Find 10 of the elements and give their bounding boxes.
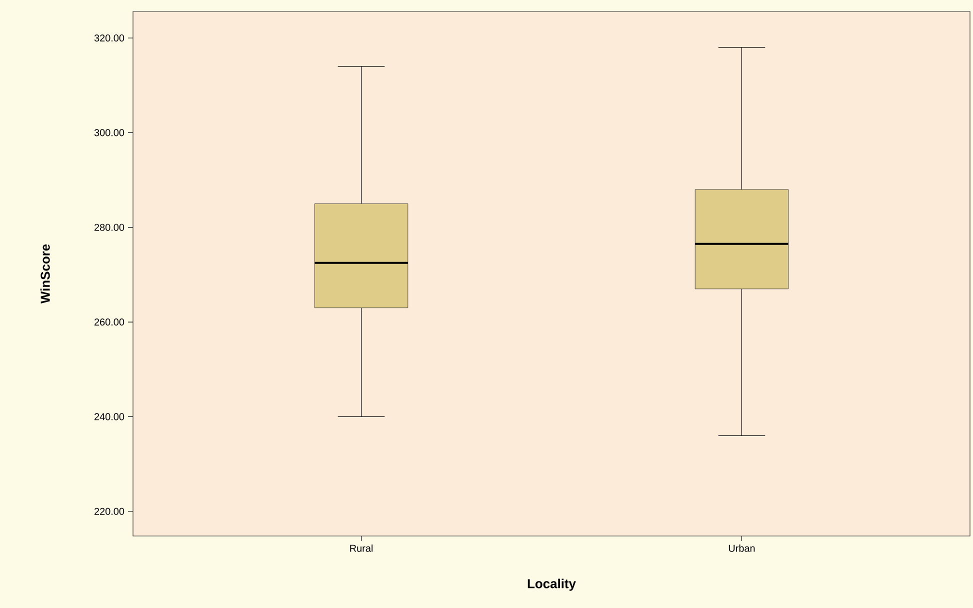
x-tick-label: Urban — [728, 544, 755, 552]
y-tick-label: 300.00 — [94, 129, 124, 136]
y-tick-label: 280.00 — [94, 224, 124, 231]
y-tick-label: 220.00 — [94, 508, 124, 515]
y-tick-label: 320.00 — [94, 34, 124, 42]
y-axis-title: WinScore — [40, 244, 50, 304]
x-axis-title: Locality — [528, 578, 576, 591]
y-tick-label: 240.00 — [94, 413, 124, 420]
y-tick-label: 260.00 — [94, 318, 124, 326]
x-tick-label: Rural — [350, 544, 373, 552]
